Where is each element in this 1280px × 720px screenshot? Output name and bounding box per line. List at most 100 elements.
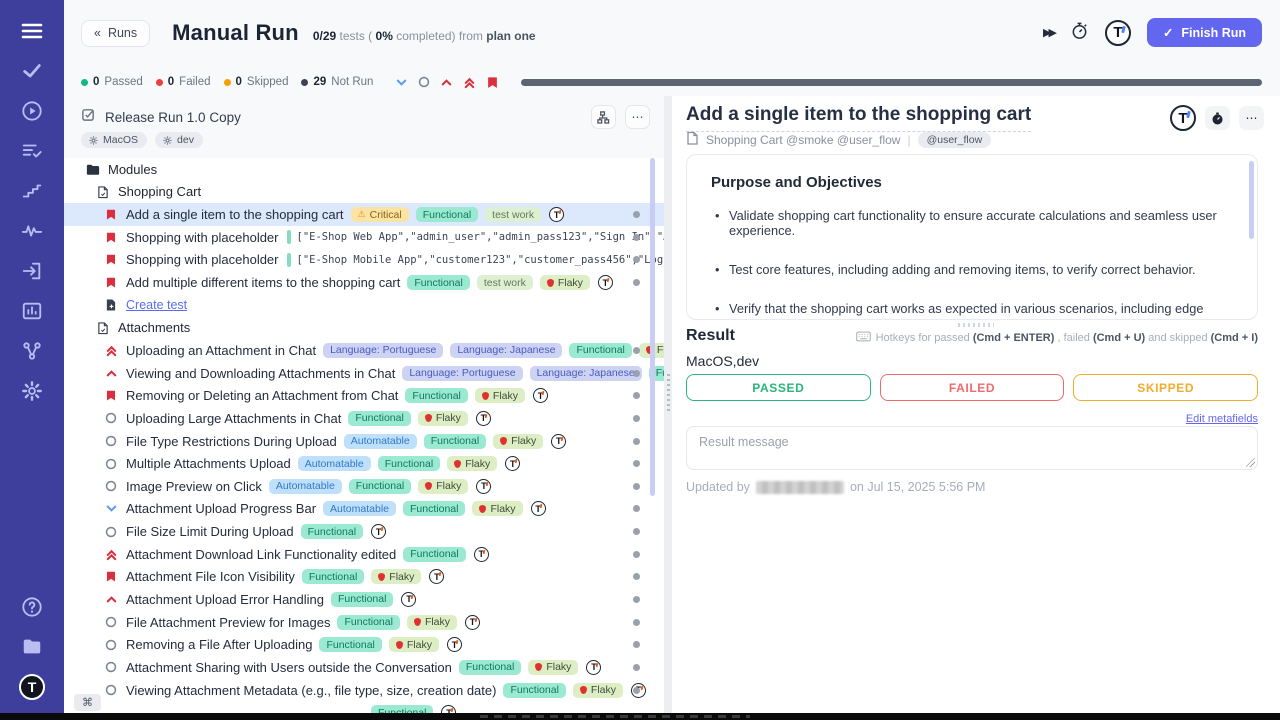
create-test-link[interactable]: Create test bbox=[64, 294, 664, 317]
test-row[interactable]: Functional T bbox=[64, 701, 664, 713]
test-row[interactable]: Attachment Download Link Functionality e… bbox=[64, 543, 664, 566]
circle-gray-filter-icon[interactable] bbox=[418, 76, 430, 88]
run-more-button[interactable]: ⋯ bbox=[625, 105, 650, 129]
row-status-dot[interactable] bbox=[633, 482, 640, 490]
panel-resize-divider[interactable] bbox=[664, 96, 672, 713]
tree-view-button[interactable] bbox=[591, 105, 616, 129]
test-row[interactable]: Add multiple different items to the shop… bbox=[64, 271, 664, 294]
env-tag-macos[interactable]: MacOS bbox=[81, 132, 148, 148]
env-tag-dev[interactable]: dev bbox=[155, 132, 203, 148]
stat-failed[interactable]: 0 Failed bbox=[155, 76, 211, 88]
timer-button[interactable] bbox=[1205, 106, 1230, 130]
test-title[interactable]: Add a single item to the shopping cart bbox=[686, 104, 1032, 132]
help-icon[interactable] bbox=[14, 590, 50, 624]
fast-forward-icon[interactable]: ▶▶ bbox=[1043, 27, 1057, 39]
tree-section-row[interactable]: Shopping Cart bbox=[64, 181, 664, 204]
tree-scrollbar[interactable] bbox=[650, 158, 655, 496]
import-icon[interactable] bbox=[14, 254, 50, 288]
card-resize-grip[interactable] bbox=[958, 323, 994, 327]
row-label: Removing or Deleting an Attachment from … bbox=[126, 388, 399, 404]
row-status-dot[interactable] bbox=[633, 595, 640, 603]
check-icon[interactable] bbox=[14, 54, 50, 88]
row-status-dot[interactable] bbox=[633, 505, 640, 513]
back-to-runs-button[interactable]: « Runs bbox=[81, 19, 151, 47]
test-row[interactable]: Multiple Attachments Upload Automatable Fu… bbox=[64, 452, 664, 475]
steps-icon[interactable] bbox=[14, 174, 50, 208]
back-label: Runs bbox=[107, 26, 138, 40]
test-row[interactable]: Attachment Sharing with Users outside th… bbox=[64, 656, 664, 679]
test-row[interactable]: Shopping with placeholder ["E-Shop Mobile… bbox=[64, 249, 664, 272]
row-status-dot[interactable] bbox=[633, 550, 640, 558]
user-flow-tag[interactable]: @user_flow bbox=[917, 131, 992, 148]
row-status-dot[interactable] bbox=[633, 528, 640, 536]
chevron-down-blue-filter-icon[interactable] bbox=[395, 76, 408, 89]
row-status-dot[interactable] bbox=[633, 279, 640, 287]
folder-icon[interactable] bbox=[14, 630, 50, 664]
menu-icon[interactable] bbox=[14, 14, 50, 48]
passed-button[interactable]: PASSED bbox=[686, 374, 871, 401]
finish-run-button[interactable]: ✓ Finish Run bbox=[1146, 18, 1262, 47]
chevron-double-up-red-filter-icon[interactable] bbox=[463, 76, 476, 89]
row-status-dot[interactable] bbox=[633, 414, 640, 422]
row-status-dot[interactable] bbox=[633, 437, 640, 445]
row-status-dot[interactable] bbox=[633, 233, 640, 241]
stopwatch-icon[interactable] bbox=[1070, 21, 1089, 45]
testomat-logo-icon[interactable]: T bbox=[14, 670, 50, 704]
skipped-button[interactable]: SKIPPED bbox=[1073, 374, 1259, 401]
play-circle-icon[interactable] bbox=[14, 94, 50, 128]
detail-more-button[interactable]: ⋯ bbox=[1239, 106, 1264, 130]
test-row[interactable]: Attachment File Icon Visibility Functiona… bbox=[64, 566, 664, 589]
row-status-dot[interactable] bbox=[633, 663, 640, 671]
bookmark-red-filter-icon[interactable] bbox=[486, 76, 499, 89]
edit-metafields-link[interactable]: Edit metafields bbox=[1185, 413, 1258, 425]
stat-passed[interactable]: 0 Passed bbox=[81, 76, 143, 88]
tree-section-row[interactable]: Modules bbox=[64, 158, 664, 181]
test-row[interactable]: Removing or Deleting an Attachment from … bbox=[64, 384, 664, 407]
hotkeys-hint-button[interactable]: ⌘ bbox=[74, 694, 101, 711]
test-row[interactable]: File Attachment Preview for Images Functi… bbox=[64, 611, 664, 634]
test-row[interactable]: Viewing and Downloading Attachments in C… bbox=[64, 362, 664, 385]
bar-chart-icon[interactable] bbox=[14, 294, 50, 328]
testomat-logo-icon[interactable]: T bbox=[1170, 105, 1196, 131]
test-row[interactable]: Image Preview on Click Automatable Functio… bbox=[64, 475, 664, 498]
stat-not-run[interactable]: 29 Not Run bbox=[301, 76, 373, 88]
test-row[interactable]: Viewing Attachment Metadata (e.g., file … bbox=[64, 679, 664, 702]
row-status-dot[interactable] bbox=[633, 460, 640, 468]
redacted-user-name bbox=[755, 480, 844, 494]
stats-group: 0 Passed 0 Failed 0 Skipped 29 Not Run bbox=[81, 76, 373, 88]
test-row[interactable]: Uploading an Attachment in Chat Language:… bbox=[64, 339, 664, 362]
row-status-dot[interactable] bbox=[633, 573, 640, 581]
status-row: 0 Passed 0 Failed 0 Skipped 29 Not Run bbox=[81, 74, 1262, 90]
row-status-dot[interactable] bbox=[633, 369, 640, 377]
list-check-icon[interactable] bbox=[14, 134, 50, 168]
tree-section-row[interactable]: Attachments bbox=[64, 316, 664, 339]
test-row[interactable]: File Type Restrictions During Upload Auto… bbox=[64, 430, 664, 453]
row-status-dot[interactable] bbox=[633, 392, 640, 400]
row-status-dot[interactable] bbox=[633, 686, 640, 694]
test-row[interactable]: Attachment Upload Progress Bar Automatabl… bbox=[64, 498, 664, 521]
stat-skipped[interactable]: 0 Skipped bbox=[223, 76, 288, 88]
tag-flaky: Flaky bbox=[528, 659, 579, 675]
gear-icon[interactable] bbox=[14, 374, 50, 408]
file-icon bbox=[96, 321, 110, 335]
test-row[interactable]: Attachment Upload Error Handling Function… bbox=[64, 588, 664, 611]
chevron-up-red-filter-icon[interactable] bbox=[440, 76, 453, 89]
branch-icon[interactable] bbox=[14, 334, 50, 368]
test-row[interactable]: Removing a File After Uploading Functiona… bbox=[64, 633, 664, 656]
edit-run-icon[interactable] bbox=[81, 107, 96, 127]
result-message-input[interactable] bbox=[686, 426, 1258, 470]
test-row[interactable]: Shopping with placeholder ["E-Shop Web Ap… bbox=[64, 226, 664, 249]
test-row[interactable]: File Size Limit During Upload Functional T bbox=[64, 520, 664, 543]
test-row[interactable]: Uploading Large Attachments in Chat Funct… bbox=[64, 407, 664, 430]
description-scrollbar[interactable] bbox=[1249, 161, 1254, 239]
row-status-dot[interactable] bbox=[633, 256, 640, 264]
row-status-dot[interactable] bbox=[633, 618, 640, 626]
activity-icon[interactable] bbox=[14, 214, 50, 248]
failed-button[interactable]: FAILED bbox=[879, 374, 1065, 401]
row-status-dot[interactable] bbox=[633, 641, 640, 649]
description-bullet: Validate shopping cart functionality to … bbox=[711, 208, 1233, 238]
test-row[interactable]: Add a single item to the shopping cart ⚠ C… bbox=[64, 203, 664, 226]
row-status-dot[interactable] bbox=[633, 211, 640, 219]
testomat-logo-icon[interactable]: T bbox=[1104, 19, 1131, 46]
row-status-dot[interactable] bbox=[633, 346, 640, 354]
